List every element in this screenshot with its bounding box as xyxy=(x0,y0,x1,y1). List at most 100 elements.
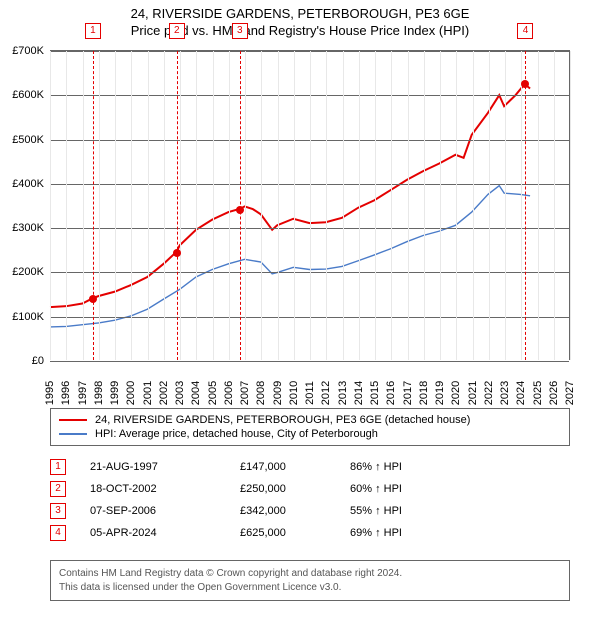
x-gridline xyxy=(359,51,360,360)
y-tick-label: £600K xyxy=(12,89,44,101)
event-table-index-box: 4 xyxy=(50,525,66,541)
event-table-diff: 60% ↑ HPI xyxy=(350,483,470,495)
x-tick-label: 2009 xyxy=(272,381,284,405)
x-tick-label: 2022 xyxy=(483,381,495,405)
x-tick-label: 2005 xyxy=(207,381,219,405)
x-gridline xyxy=(83,51,84,360)
x-gridline xyxy=(521,51,522,360)
event-marker-box: 1 xyxy=(85,23,101,39)
event-marker-box: 2 xyxy=(169,23,185,39)
x-tick-label: 2008 xyxy=(255,381,267,405)
x-gridline xyxy=(294,51,295,360)
chart-container: 24, RIVERSIDE GARDENS, PETERBOROUGH, PE3… xyxy=(0,0,600,620)
event-table-row: 405-APR-2024£625,00069% ↑ HPI xyxy=(50,522,570,544)
event-table-date: 07-SEP-2006 xyxy=(90,505,240,517)
y-tick-label: £0 xyxy=(32,355,44,367)
x-gridline xyxy=(148,51,149,360)
x-tick-label: 1998 xyxy=(93,381,105,405)
event-table-diff: 69% ↑ HPI xyxy=(350,527,470,539)
x-gridline xyxy=(489,51,490,360)
event-table-row: 1 21-AUG-1997£147,00086% ↑ HPI xyxy=(50,456,570,478)
x-tick-label: 2017 xyxy=(402,381,414,405)
x-tick-label: 1996 xyxy=(60,381,72,405)
title-main: 24, RIVERSIDE GARDENS, PETERBOROUGH, PE3… xyxy=(0,6,600,21)
x-tick-label: 2012 xyxy=(320,381,332,405)
x-gridline xyxy=(99,51,100,360)
footer-attribution: Contains HM Land Registry data © Crown c… xyxy=(50,560,570,601)
x-tick-label: 1995 xyxy=(44,381,56,405)
event-table-date: 18-OCT-2002 xyxy=(90,483,240,495)
x-tick-label: 2025 xyxy=(532,381,544,405)
x-tick-label: 2024 xyxy=(515,381,527,405)
x-gridline xyxy=(164,51,165,360)
y-tick-label: £400K xyxy=(12,178,44,190)
x-tick-label: 1997 xyxy=(77,381,89,405)
x-tick-label: 2003 xyxy=(174,381,186,405)
x-tick-label: 2010 xyxy=(288,381,300,405)
event-table-date: 21-AUG-1997 xyxy=(90,461,240,473)
chart-area: £0£100K£200K£300K£400K£500K£600K£700K199… xyxy=(50,50,570,360)
event-table-diff: 55% ↑ HPI xyxy=(350,505,470,517)
legend-swatch xyxy=(59,419,87,421)
x-gridline xyxy=(131,51,132,360)
series-line xyxy=(50,84,530,307)
event-table-price: £147,000 xyxy=(240,461,350,473)
event-table-price: £342,000 xyxy=(240,505,350,517)
event-vline xyxy=(525,51,526,360)
legend-row: HPI: Average price, detached house, City… xyxy=(59,427,561,441)
event-table-diff: 86% ↑ HPI xyxy=(350,461,470,473)
event-price-dot xyxy=(521,80,529,88)
legend-label: 24, RIVERSIDE GARDENS, PETERBOROUGH, PE3… xyxy=(95,414,470,426)
x-gridline xyxy=(213,51,214,360)
y-tick-label: £200K xyxy=(12,266,44,278)
event-vline xyxy=(177,51,178,360)
series-line xyxy=(50,186,530,327)
x-gridline xyxy=(310,51,311,360)
x-gridline xyxy=(343,51,344,360)
event-table-row: 307-SEP-2006£342,00055% ↑ HPI xyxy=(50,500,570,522)
x-gridline xyxy=(456,51,457,360)
event-table-index-box: 1 xyxy=(50,459,66,475)
x-tick-label: 2011 xyxy=(304,381,316,405)
x-tick-label: 2027 xyxy=(564,381,576,405)
x-tick-label: 2007 xyxy=(239,381,251,405)
x-tick-label: 2019 xyxy=(434,381,446,405)
plot-surface: £0£100K£200K£300K£400K£500K£600K£700K199… xyxy=(50,51,569,360)
x-tick-label: 2004 xyxy=(190,381,202,405)
event-vline xyxy=(93,51,94,360)
y-tick-label: £100K xyxy=(12,311,44,323)
legend: 24, RIVERSIDE GARDENS, PETERBOROUGH, PE3… xyxy=(50,408,570,446)
x-gridline xyxy=(245,51,246,360)
x-gridline xyxy=(408,51,409,360)
x-tick-label: 2013 xyxy=(337,381,349,405)
event-marker-box: 4 xyxy=(517,23,533,39)
legend-row: 24, RIVERSIDE GARDENS, PETERBOROUGH, PE3… xyxy=(59,413,561,427)
x-gridline xyxy=(115,51,116,360)
x-gridline xyxy=(261,51,262,360)
event-price-dot xyxy=(173,249,181,257)
event-price-dot xyxy=(236,206,244,214)
x-gridline xyxy=(326,51,327,360)
x-gridline xyxy=(505,51,506,360)
x-gridline xyxy=(180,51,181,360)
x-gridline xyxy=(440,51,441,360)
x-gridline xyxy=(570,51,571,360)
x-gridline xyxy=(473,51,474,360)
x-tick-label: 2006 xyxy=(223,381,235,405)
x-tick-label: 1999 xyxy=(109,381,121,405)
x-gridline xyxy=(278,51,279,360)
x-gridline xyxy=(50,51,51,360)
x-tick-label: 2020 xyxy=(450,381,462,405)
x-gridline xyxy=(229,51,230,360)
x-gridline xyxy=(375,51,376,360)
x-gridline xyxy=(538,51,539,360)
event-table: 121-AUG-1997£147,00086% ↑ HPI218-OCT-200… xyxy=(50,456,570,544)
footer-line1: Contains HM Land Registry data © Crown c… xyxy=(59,567,561,581)
y-tick-label: £700K xyxy=(12,45,44,57)
event-table-price: £250,000 xyxy=(240,483,350,495)
footer-line2: This data is licensed under the Open Gov… xyxy=(59,581,561,595)
x-gridline xyxy=(554,51,555,360)
x-gridline xyxy=(391,51,392,360)
x-tick-label: 2014 xyxy=(353,381,365,405)
y-tick-label: £500K xyxy=(12,134,44,146)
